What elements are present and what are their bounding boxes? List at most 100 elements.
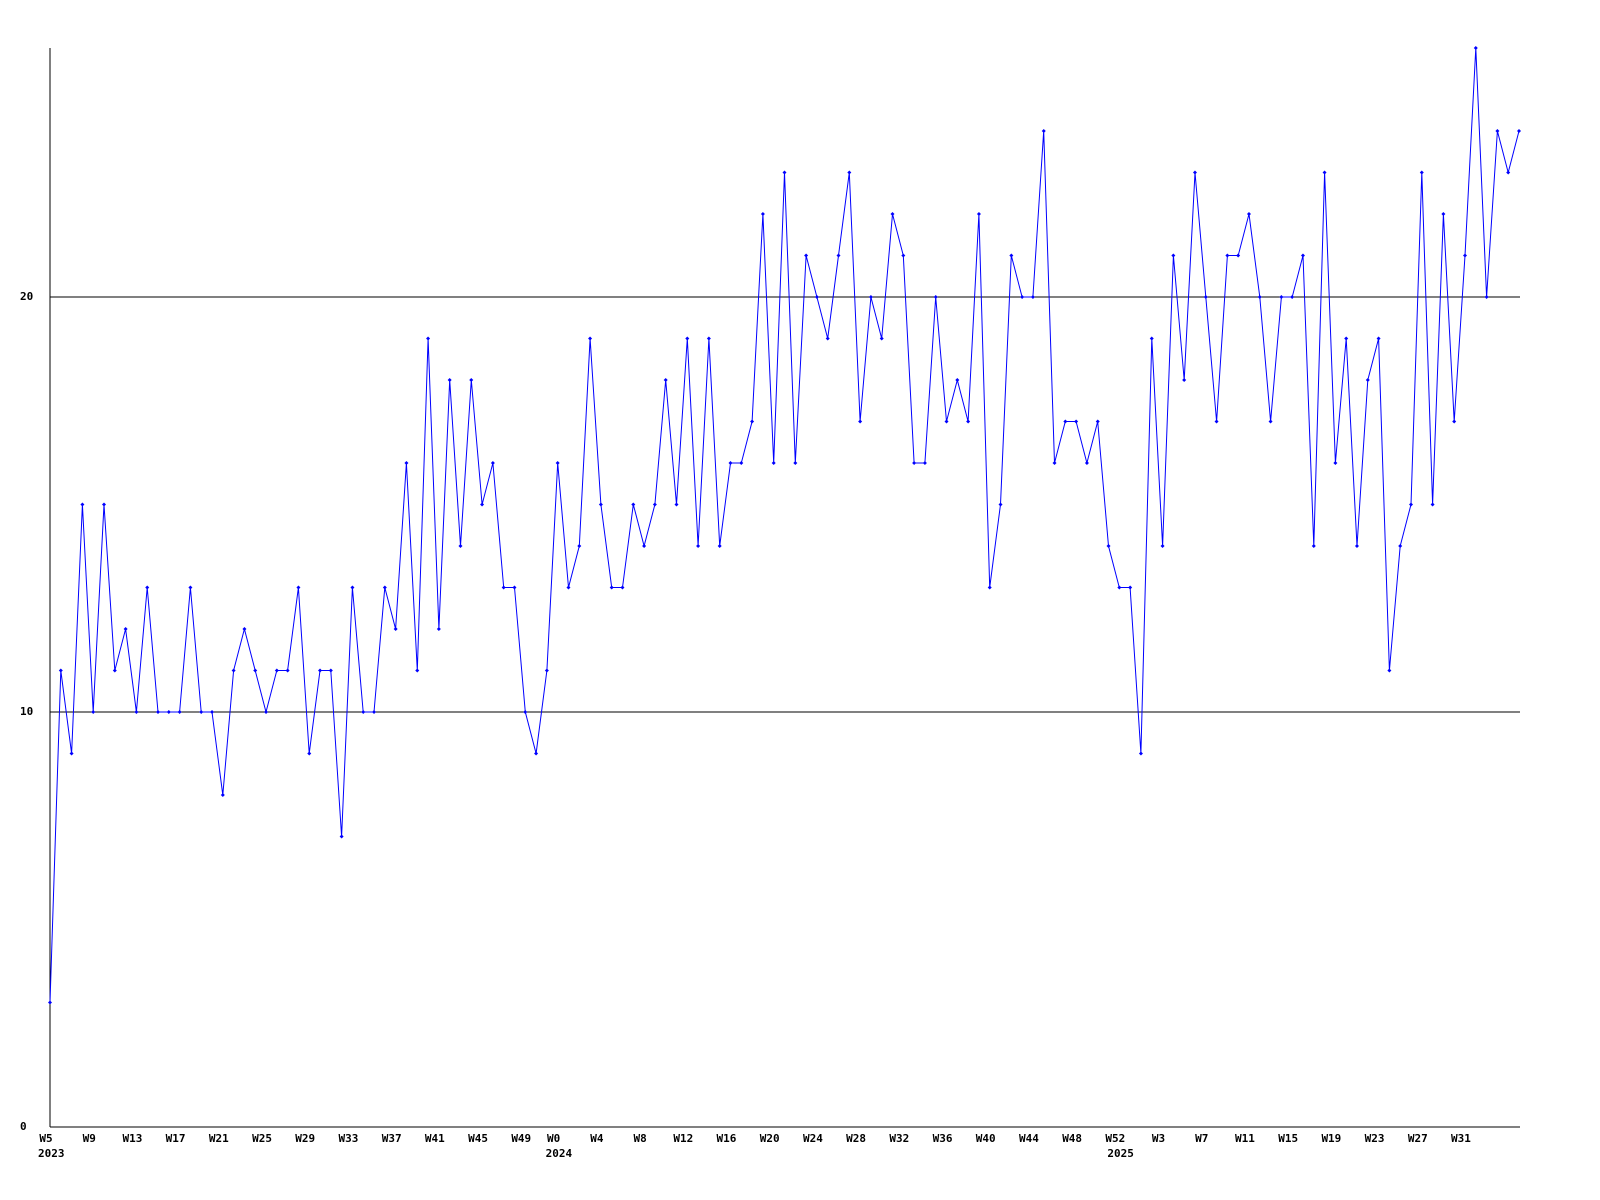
data-point [642,544,647,548]
data-point [976,212,981,216]
x-tick-label: W36 [933,1132,953,1145]
data-point [318,668,323,673]
x-tick-label: W19 [1321,1132,1341,1145]
year-label: 2023 [38,1147,65,1160]
data-point [145,585,150,590]
data-point [728,461,733,465]
data-point [156,710,161,714]
data-point [706,336,711,341]
data-point [447,378,452,382]
data-point [1506,170,1511,175]
data-point [901,253,906,258]
data-point [372,710,377,714]
data-point [231,668,236,673]
data-point [1214,419,1219,424]
data-point [1322,170,1327,175]
data-point [91,710,96,714]
data-point [555,461,560,465]
data-point [69,751,74,756]
data-point [652,502,657,507]
y-tick-label: 0 [20,1120,27,1133]
data-point [1290,295,1295,299]
data-point [1387,668,1392,673]
data-point [631,502,636,507]
data-point [436,627,441,631]
data-point [242,627,247,631]
data-point [1430,502,1435,507]
data-point [858,419,863,424]
data-point [1376,336,1381,341]
x-tick-label: W5 [39,1132,52,1145]
data-point [814,295,819,299]
data-point [544,668,549,673]
data-point [490,461,495,465]
x-tick-label: W0 [547,1132,560,1145]
data-point [501,585,506,590]
data-point [868,295,873,299]
data-point [1333,461,1338,465]
data-point [577,544,582,548]
data-point [1192,170,1197,175]
data-point [987,585,992,590]
data-point [1171,253,1176,258]
data-point [825,336,830,341]
data-point [1041,129,1046,133]
data-point [253,668,258,673]
data-point [804,253,809,258]
x-tick-label: W31 [1451,1132,1471,1145]
data-point [1074,419,1079,424]
data-point [1149,336,1154,341]
x-tick-label: W40 [976,1132,996,1145]
year-label: 2024 [546,1147,573,1160]
data-point [1484,295,1489,299]
x-tick-label: W27 [1408,1132,1428,1145]
data-point [609,585,614,590]
y-tick-label: 10 [20,705,33,718]
data-point [1138,751,1143,756]
data-point [771,461,776,465]
data-point [1441,212,1446,216]
data-point [1160,544,1165,548]
data-point [48,1000,52,1005]
x-tick-label: W11 [1235,1132,1255,1145]
x-tick-label: W17 [166,1132,186,1145]
data-point [480,502,485,507]
data-point [912,461,917,465]
data-line [49,47,1520,1003]
data-point [361,710,366,714]
data-point [1236,253,1241,258]
data-point [1182,378,1187,382]
data-point [1344,336,1349,341]
data-point [1279,295,1284,299]
data-point [1257,295,1262,299]
data-point [793,461,798,465]
data-point [739,461,744,465]
data-point [1268,419,1273,424]
data-point [220,793,225,797]
data-point [469,378,474,382]
data-point [199,710,204,714]
data-point [674,502,679,507]
x-tick-label: W33 [339,1132,359,1145]
data-point [955,378,960,382]
data-point [274,668,279,673]
data-point [188,585,193,590]
x-tick-label: W7 [1195,1132,1208,1145]
data-point [177,710,182,714]
data-point [620,585,625,590]
data-point [382,585,387,590]
data-point [588,336,593,341]
data-point [166,710,171,714]
data-point [339,834,344,839]
data-point [512,585,517,590]
data-point [663,378,668,382]
data-point [1009,253,1014,258]
data-point [1246,212,1251,216]
data-point [296,585,301,590]
data-point [1095,419,1100,424]
data-point [1517,129,1521,133]
data-point [1311,544,1316,548]
x-tick-label: W49 [511,1132,531,1145]
